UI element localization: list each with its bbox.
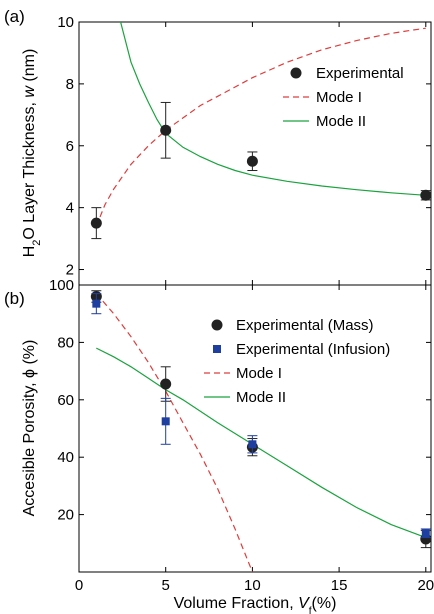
series-line-mode-i	[95, 293, 253, 572]
panel-a-legend: Experimental Mode I Mode II	[283, 65, 404, 130]
y-tick-label: 8	[66, 76, 74, 93]
legend-label: Mode I	[316, 89, 362, 106]
data-point-square	[248, 440, 257, 449]
series-line-mode-ii	[96, 347, 427, 539]
legend-label: Experimental (Infusion)	[236, 341, 390, 358]
panel-a: 2 4 6 8 10 (a) H2O Layer Thickness, w (nm) E…	[4, 7, 432, 286]
series-line-mode-ii	[120, 22, 426, 196]
panel-a-label: (a)	[4, 7, 25, 26]
x-tick-label: 15	[331, 577, 348, 594]
legend-swatch-square	[213, 345, 221, 353]
panel-b-x-ticks: 0 5 10 15 20	[75, 285, 434, 594]
x-tick-label: 20	[417, 577, 434, 594]
x-axis-label: Volume Fraction, Vf(%)	[174, 595, 337, 614]
panel-b-y-ticks: 20 40 60 80 100	[49, 277, 431, 524]
panel-b-plot-frame	[78, 284, 432, 573]
panel-a-series	[90, 22, 431, 240]
y-tick-label: 20	[57, 507, 74, 524]
panel-a-y-axis-label: H2O Layer Thickness, w (nm)	[21, 49, 43, 258]
data-point-square	[161, 417, 170, 426]
y-tick-label: 100	[49, 277, 74, 294]
x-tick-label: 5	[162, 577, 170, 594]
legend-swatch-circle	[211, 319, 223, 331]
y-tick-label: 6	[66, 138, 74, 155]
data-point-circle	[246, 155, 258, 167]
data-point-circle	[90, 217, 102, 229]
data-point-circle	[160, 378, 172, 390]
y-tick-label: 60	[57, 392, 74, 409]
y-tick-label: 10	[57, 14, 74, 31]
data-point-circle	[160, 124, 172, 136]
legend-label: Mode I	[236, 365, 282, 382]
panel-a-x-ticks	[78, 22, 427, 285]
y-tick-label: 40	[57, 449, 74, 466]
panel-b-series	[90, 290, 431, 572]
series-line-mode-i	[95, 27, 426, 227]
panel-b-y-axis-label: Accesible Porosity, ϕ (%)	[21, 340, 38, 517]
x-tick-label: 10	[244, 577, 261, 594]
panel-b-label: (b)	[4, 289, 25, 308]
y-tick-label: 2	[66, 262, 74, 279]
x-tick-label: 0	[75, 577, 83, 594]
panel-b-legend: Experimental (Mass) Experimental (Infusio…	[204, 317, 390, 406]
y-tick-label: 4	[66, 200, 74, 217]
data-point-circle	[420, 189, 431, 201]
legend-label: Experimental	[316, 65, 404, 82]
panel-a-y-ticks: 2 4 6 8 10	[57, 14, 431, 279]
legend-swatch-circle	[290, 67, 302, 79]
y-tick-label: 80	[57, 334, 74, 351]
data-point-square	[92, 299, 101, 308]
data-point-square	[421, 529, 430, 538]
legend-label: Mode II	[236, 389, 286, 406]
panel-b: 20 40 60 80 100 0 5 10 15 20 (b) Accesible Poros…	[4, 277, 434, 614]
legend-label: Mode II	[316, 113, 366, 130]
panel-a-plot-frame	[78, 21, 432, 286]
legend-label: Experimental (Mass)	[236, 317, 374, 334]
